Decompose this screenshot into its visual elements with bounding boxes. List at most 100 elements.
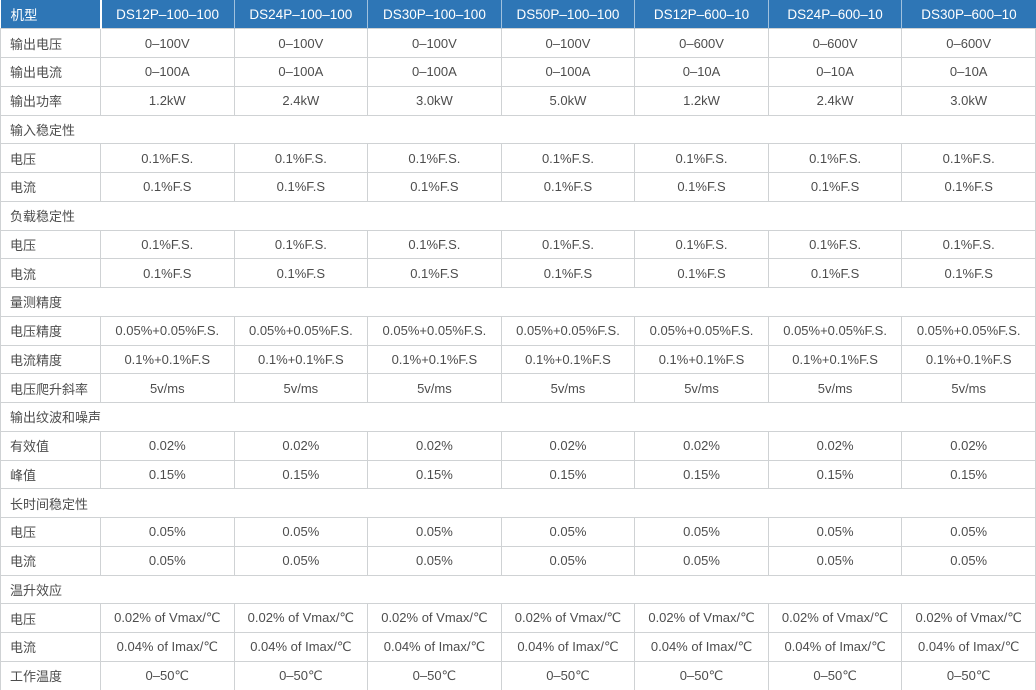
spec-value-cell: 0.05%: [634, 545, 769, 576]
spec-value-cell: 0.02%: [100, 430, 235, 461]
spec-value-cell: 0–100A: [500, 57, 636, 87]
spec-value-cell: 0–100A: [233, 57, 369, 87]
model-header-cell: DS24P–600–10: [767, 0, 902, 29]
spec-value-cell: 0.04% of Imax/℃: [500, 632, 636, 662]
spec-value-cell: 0.05%: [100, 517, 235, 547]
spec-value-cell: 0–100V: [100, 28, 235, 58]
spec-value-cell: 0.1%+0.1%F.S: [634, 344, 769, 375]
spec-value-cell: 0.1%F.S.: [634, 229, 769, 260]
spec-value-cell: 0–50℃: [901, 660, 1036, 690]
spec-value-cell: 0.05%: [901, 517, 1036, 547]
spec-value-cell: 0.1%F.S.: [367, 143, 502, 173]
spec-value-cell: 0.1%F.S.: [901, 143, 1036, 173]
spec-value-cell: 0–10A: [901, 57, 1036, 87]
spec-value-cell: 0.02%: [367, 430, 502, 461]
spec-value-cell: 0.05%+0.05%F.S.: [901, 315, 1036, 346]
spec-value-cell: 0.15%: [901, 459, 1036, 490]
spec-value-cell: 0.05%: [233, 517, 369, 547]
row-label: 有效值: [0, 430, 101, 461]
spec-value-cell: 0.1%F.S.: [100, 143, 235, 173]
row-label: 输出电压: [0, 28, 101, 58]
row-label: 电流: [0, 545, 101, 576]
spec-value-cell: 0.1%F.S: [500, 258, 636, 288]
spec-value-cell: 0.15%: [367, 459, 502, 490]
spec-value-cell: 0.05%: [767, 517, 903, 547]
spec-value-cell: 0.15%: [767, 459, 903, 490]
spec-value-cell: 0.05%: [500, 517, 636, 547]
row-label: 峰值: [0, 459, 101, 490]
spec-value-cell: 0.05%: [100, 545, 235, 576]
section-row: 长时间稳定性: [0, 488, 1036, 518]
spec-value-cell: 0.02%: [233, 430, 369, 461]
spec-value-cell: 0–50℃: [233, 660, 369, 690]
spec-value-cell: 0.04% of Imax/℃: [634, 632, 769, 662]
spec-value-cell: 0.02%: [901, 430, 1036, 461]
model-column-header: 机型: [0, 0, 101, 29]
spec-row: 电压 0.1%F.S. 0.1%F.S. 0.1%F.S. 0.1%F.S. 0.1%F.…: [0, 143, 1036, 173]
section-label: 输入稳定性: [0, 114, 1036, 145]
spec-row: 电压爬升斜率 5v/ms 5v/ms 5v/ms 5v/ms 5v/ms 5v/ms 5v/m…: [0, 373, 1036, 403]
spec-row: 有效值 0.02% 0.02% 0.02% 0.02% 0.02% 0.02% 0.02%: [0, 430, 1036, 461]
spec-value-cell: 0–50℃: [634, 660, 769, 690]
spec-value-cell: 3.0kW: [901, 85, 1036, 116]
spec-value-cell: 2.4kW: [767, 85, 903, 116]
section-row: 量测精度: [0, 287, 1036, 317]
spec-value-cell: 0.02% of Vmax/℃: [367, 603, 502, 633]
section-label: 量测精度: [0, 287, 1036, 317]
section-label: 长时间稳定性: [0, 488, 1036, 518]
spec-value-cell: 0.1%F.S: [367, 172, 502, 202]
spec-value-cell: 0.02% of Vmax/℃: [233, 603, 369, 633]
spec-value-cell: 1.2kW: [634, 85, 769, 116]
spec-value-cell: 0.1%F.S: [233, 172, 369, 202]
spec-value-cell: 0.1%+0.1%F.S: [100, 344, 235, 375]
spec-value-cell: 0.05%+0.05%F.S.: [500, 315, 636, 346]
spec-value-cell: 0.1%F.S: [634, 172, 769, 202]
spec-row: 电流 0.05% 0.05% 0.05% 0.05% 0.05% 0.05% 0.05%: [0, 545, 1036, 576]
spec-value-cell: 0.05%: [367, 517, 502, 547]
spec-value-cell: 0.1%F.S.: [901, 229, 1036, 260]
spec-value-cell: 0.1%F.S: [500, 172, 636, 202]
spec-value-cell: 0.1%F.S: [233, 258, 369, 288]
spec-value-cell: 0–50℃: [367, 660, 502, 690]
spec-value-cell: 0.15%: [100, 459, 235, 490]
spec-value-cell: 0.1%F.S: [367, 258, 502, 288]
spec-value-cell: 0.04% of Imax/℃: [233, 632, 369, 662]
spec-table-body: 输出电压 0–100V 0–100V 0–100V 0–100V 0–600V 0–600V…: [0, 28, 1036, 690]
spec-value-cell: 2.4kW: [233, 85, 369, 116]
model-header-cell: DS50P–100–100: [500, 0, 635, 29]
spec-row: 电压 0.05% 0.05% 0.05% 0.05% 0.05% 0.05% 0.05%: [0, 517, 1036, 547]
spec-value-cell: 0.05%+0.05%F.S.: [634, 315, 769, 346]
spec-value-cell: 0–100V: [233, 28, 369, 58]
spec-value-cell: 0.05%: [233, 545, 369, 576]
spec-value-cell: 0.04% of Imax/℃: [767, 632, 903, 662]
spec-row: 输出电流 0–100A 0–100A 0–100A 0–100A 0–10A 0–10A 0–…: [0, 57, 1036, 87]
spec-value-cell: 0–100A: [367, 57, 502, 87]
spec-value-cell: 0.02%: [767, 430, 903, 461]
model-header-cell: DS12P–100–100: [99, 0, 235, 29]
spec-value-cell: 0–100V: [367, 28, 502, 58]
spec-value-cell: 0.05%+0.05%F.S.: [100, 315, 235, 346]
row-label: 电压: [0, 517, 101, 547]
row-label: 电流: [0, 258, 101, 288]
spec-value-cell: 0.02%: [634, 430, 769, 461]
spec-row: 电流 0.04% of Imax/℃ 0.04% of Imax/℃ 0.04% of…: [0, 632, 1036, 662]
spec-value-cell: 0.02% of Vmax/℃: [500, 603, 636, 633]
spec-value-cell: 0.1%F.S: [100, 172, 235, 202]
spec-value-cell: 0.04% of Imax/℃: [100, 632, 235, 662]
spec-value-cell: 5v/ms: [367, 373, 502, 403]
spec-value-cell: 5v/ms: [233, 373, 369, 403]
spec-value-cell: 1.2kW: [100, 85, 235, 116]
row-label: 电流精度: [0, 344, 101, 375]
row-label: 电压: [0, 603, 101, 633]
spec-value-cell: 0.1%F.S.: [500, 143, 636, 173]
spec-value-cell: 0.05%+0.05%F.S.: [367, 315, 502, 346]
spec-value-cell: 0.1%+0.1%F.S: [500, 344, 636, 375]
spec-value-cell: 0.15%: [500, 459, 636, 490]
spec-row: 电压 0.02% of Vmax/℃ 0.02% of Vmax/℃ 0.02% of…: [0, 603, 1036, 633]
section-row: 温升效应: [0, 574, 1036, 605]
header-row: 机型 DS12P–100–100 DS24P–100–100 DS30P–100–1…: [0, 0, 1036, 29]
section-label: 负载稳定性: [0, 200, 1036, 231]
spec-value-cell: 0–10A: [634, 57, 769, 87]
spec-value-cell: 0–50℃: [100, 660, 235, 690]
